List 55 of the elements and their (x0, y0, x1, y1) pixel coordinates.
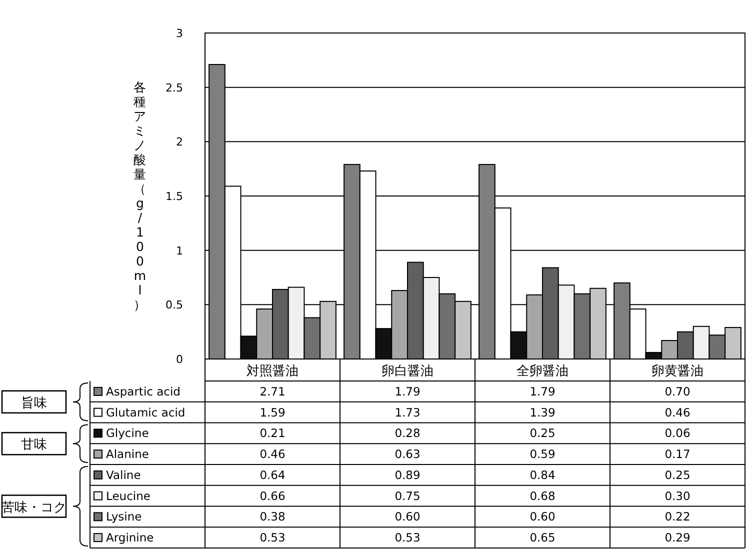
data-label: 0.84 (530, 468, 556, 482)
x-tick-label: 卵黄醤油 (652, 364, 704, 379)
data-label: 0.28 (394, 426, 420, 440)
data-label: 0.65 (530, 530, 556, 545)
data-label: 1.79 (394, 384, 420, 398)
y-tick-label: 0 (176, 353, 183, 366)
x-tick-label: 全卵醤油 (516, 364, 568, 379)
data-label: 0.53 (394, 530, 420, 545)
y-tick-label: 0.5 (166, 298, 183, 312)
data-label: 0.17 (664, 447, 690, 462)
data-label: 0.29 (664, 530, 690, 545)
x-tick-label: 対照醤油 (246, 363, 298, 379)
text: 旨味 (21, 396, 47, 411)
data-label: 0.59 (530, 447, 556, 462)
y-tick-label: 1 (176, 244, 183, 258)
legend-label: Glutamic acid (106, 405, 186, 420)
x-tick-label: 卵白醤油 (382, 364, 434, 379)
legend-label: Valine (106, 468, 141, 482)
data-label: 0.68 (530, 488, 556, 503)
text: 甘味 (21, 438, 47, 453)
y-tick-label: 1.5 (166, 190, 183, 203)
data-label: 0.60 (394, 510, 420, 524)
data-label: 0.21 (260, 426, 286, 440)
legend-label: Arginine (106, 530, 154, 545)
y-tick-label: 2.5 (166, 81, 183, 94)
data-label: 0.75 (394, 488, 420, 503)
data-label: 0.70 (664, 384, 690, 398)
legend-label: Glycine (106, 426, 149, 440)
data-label: 0.06 (664, 426, 690, 440)
data-label: 0.30 (664, 488, 690, 503)
data-label: 0.89 (394, 468, 420, 482)
data-label: 2.71 (260, 384, 286, 398)
legend-label: Aspartic acid (106, 384, 180, 398)
data-label: 0.53 (260, 530, 286, 545)
text: 苦味・コク (2, 500, 66, 516)
y-tick-label: 2 (176, 136, 183, 149)
data-label: 1.73 (394, 405, 420, 420)
data-label: 0.38 (260, 510, 286, 524)
legend-label: Alanine (106, 447, 149, 462)
data-label: 0.63 (394, 447, 420, 462)
y-tick-label: 3 (176, 27, 183, 40)
data-label: 0.22 (664, 510, 690, 524)
data-label: 1.59 (260, 405, 286, 420)
data-label: 0.25 (664, 468, 690, 482)
data-label: 0.60 (530, 510, 556, 524)
data-label: 0.64 (260, 468, 286, 482)
data-label: 1.79 (530, 384, 556, 398)
data-label: 0.46 (664, 405, 690, 420)
legend-label: Leucine (106, 488, 150, 503)
data-label: 0.46 (260, 447, 286, 462)
data-label: 1.39 (530, 405, 556, 420)
text: 各種アミノ酸量（g/100ml） (134, 79, 146, 312)
legend-label: Lysine (106, 510, 142, 524)
data-label: 0.66 (260, 488, 286, 503)
data-label: 0.25 (530, 426, 556, 440)
